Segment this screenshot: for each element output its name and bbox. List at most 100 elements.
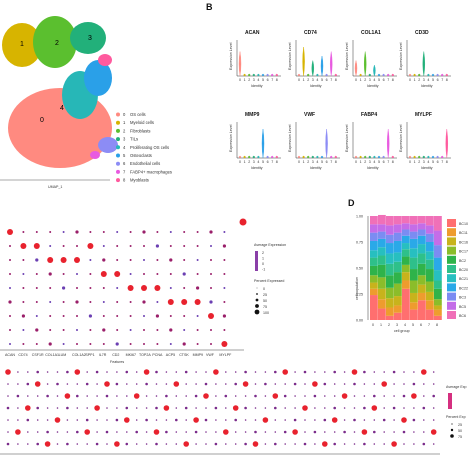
violin-tick-5: 5 <box>378 78 380 82</box>
dot-e-4-10 <box>106 419 108 421</box>
violin-tick-3: 3 <box>312 160 314 164</box>
dot-c-ctsk-1 <box>183 245 186 247</box>
violin-shape-3 <box>422 51 425 77</box>
violin-shape-7 <box>387 73 390 77</box>
dot-e-1-18 <box>185 383 187 385</box>
stacked-bar-chart: 0.00 0.25 0.50 0.75 1.00 cell population 0 1 2 3 4… <box>355 215 468 334</box>
bar-6-bc3 <box>418 229 426 236</box>
bar-2-bc21 <box>386 253 394 264</box>
legend-swatch-3 <box>116 137 120 142</box>
dotplot-c-size-legend-dot <box>256 287 258 289</box>
dot-c-acp5-3 <box>169 273 172 275</box>
dot-e-6-32 <box>322 441 328 447</box>
bar-7-bc20 <box>426 259 434 270</box>
dot-c-spp1-4 <box>89 287 92 289</box>
violin-tick-0: 0 <box>409 160 411 164</box>
violin-shape-5 <box>320 55 324 77</box>
dot-e-0-14 <box>143 369 150 375</box>
dot-e-2-25 <box>254 394 257 398</box>
bar-1-bc22 <box>378 238 386 248</box>
dot-e-6-35 <box>353 443 356 445</box>
dotplot-c-size-legend-tick: 75 <box>263 305 267 309</box>
dot-e-6-37 <box>373 443 376 445</box>
violin-x-label: Identity <box>310 166 322 170</box>
dot-c-mmp9-7 <box>196 329 199 331</box>
panel-label-b: B <box>206 2 213 12</box>
dot-e-2-15 <box>155 395 158 397</box>
violin-tick-6: 6 <box>437 78 439 82</box>
dot-e-3-38 <box>383 407 386 409</box>
bar-4-bc6 <box>402 216 410 224</box>
dot-c-acp5-8 <box>169 343 172 345</box>
dot-e-2-17 <box>175 395 178 397</box>
bar-x-tick: 5 <box>412 323 414 327</box>
dot-e-5-32 <box>324 431 326 433</box>
violin-shape-6 <box>325 128 328 159</box>
dot-c-csf1r-8 <box>35 343 38 345</box>
dotplot-c-gene-label: MYLPF <box>219 353 232 357</box>
dot-c-il7r-4 <box>102 287 105 289</box>
dot-e-5-23 <box>234 431 237 433</box>
dotplot-c-size-legend-tick: 0 <box>263 287 265 291</box>
umap-cluster-myeloid <box>2 23 42 67</box>
violin-shape-6 <box>382 73 385 77</box>
dot-e-1-38 <box>381 381 388 387</box>
violin-fabp4: FABP4 Expression Level Identity 0 1 2 3 4 5 6 7 8 <box>345 112 397 170</box>
dot-c-col1a2-1 <box>76 245 78 247</box>
violin-shape-6 <box>382 155 385 159</box>
dotplot-c-gene-label: CD74 <box>18 353 27 357</box>
bar-2-bc6 <box>386 216 394 226</box>
umap-legend: 0 OS cells 1 Myeloid cells 2 Fibroblasts 3 TILs… <box>116 112 172 183</box>
dot-c-csf1r-3 <box>35 273 38 275</box>
dotplot-c-size-legend-dot <box>255 304 259 308</box>
dot-e-0-26 <box>264 371 267 373</box>
dot-e-1-6 <box>66 383 69 385</box>
bar-legend-swatch-3 <box>447 246 456 255</box>
bar-4-bc3 <box>402 229 410 236</box>
legend-swatch-2 <box>116 128 120 133</box>
dot-e-5-37 <box>373 430 376 434</box>
dot-e-0-9 <box>95 370 99 374</box>
dot-e-1-35 <box>353 382 356 386</box>
dot-e-0-4 <box>46 371 49 373</box>
violin-tick-2: 2 <box>418 78 420 82</box>
violin-tick-2: 2 <box>364 78 366 82</box>
dotplot-e-legend-title-2: Percent Exp <box>446 415 466 419</box>
dot-e-4-28 <box>284 419 287 421</box>
dot-e-6-14 <box>145 443 148 445</box>
legend-swatch-7 <box>116 169 120 174</box>
dotplot-c-gene-label: IL7R <box>99 353 107 357</box>
violin-shape-1 <box>359 155 362 159</box>
dot-c-mmp9-3 <box>196 273 199 275</box>
dot-c-cd74-0 <box>22 231 25 233</box>
violin-tick-6: 6 <box>383 160 385 164</box>
violin-tick-4: 4 <box>427 78 429 82</box>
dot-c-vwf-1 <box>210 245 212 247</box>
dot-e-3-22 <box>225 407 227 409</box>
dot-c-cd74-3 <box>22 273 25 275</box>
violin-shape-8 <box>391 155 394 159</box>
dot-e-6-31 <box>314 443 316 445</box>
dot-e-5-17 <box>175 431 178 433</box>
cluster-number-1: 1 <box>20 41 24 48</box>
violin-tick-0: 0 <box>298 78 300 82</box>
violin-shape-4 <box>427 73 430 77</box>
dot-e-4-3 <box>36 419 39 421</box>
legend-label-4: Proliferating OS cells <box>130 145 169 150</box>
dot-e-2-7 <box>76 394 79 398</box>
legend-swatch-0 <box>116 112 120 117</box>
bar-2-bc20 <box>386 263 394 276</box>
bar-legend-label-7: BC22 <box>459 286 468 290</box>
dot-c-vwf-6 <box>208 313 214 319</box>
bar-7-bc21 <box>426 251 434 260</box>
dot-c-top2a-3 <box>143 273 145 275</box>
dot-e-3-33 <box>333 406 337 410</box>
dot-c-mki67-7 <box>129 329 132 331</box>
dot-e-2-26 <box>264 395 267 397</box>
dot-e-3-40 <box>403 407 405 409</box>
bar-8-bc10 <box>434 315 442 320</box>
dot-e-6-8 <box>86 443 88 445</box>
dotplot-e-size-legend-dot <box>451 423 453 425</box>
dot-c-cd2-0 <box>116 231 119 233</box>
violin-shape-3 <box>422 155 425 159</box>
